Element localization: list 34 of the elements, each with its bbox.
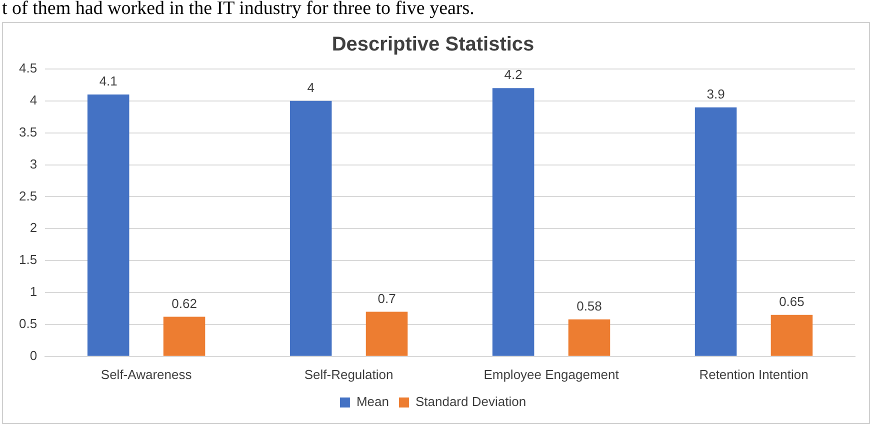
data-label: 0.65 (779, 294, 804, 309)
bar (163, 316, 206, 356)
data-label: 4.1 (99, 74, 118, 89)
x-tick-label: Self-Regulation (304, 366, 394, 382)
data-label: 0.7 (378, 290, 396, 306)
chart-title: Descriptive Statistics (332, 34, 534, 56)
bar (290, 100, 332, 356)
y-tick-label: 3.5 (18, 124, 38, 140)
y-tick-label: 4 (30, 92, 38, 108)
x-tick-label: Employee Engagement (484, 366, 620, 382)
x-tick-label: Self-Awareness (100, 366, 192, 382)
data-label: 3.9 (706, 86, 725, 102)
data-label: 4.2 (504, 67, 522, 82)
y-tick-label: 2.5 (18, 188, 38, 204)
y-tick-label: 2 (30, 220, 38, 236)
text: t of them had worked in the IT industry for three to five years. (1, 0, 476, 21)
y-tick-label: 0 (30, 348, 38, 363)
data-label: 0.62 (172, 296, 197, 311)
y-tick-label: 0.5 (18, 316, 38, 332)
y-tick-label: 1 (30, 284, 38, 300)
bar (770, 314, 813, 356)
y-tick-label: 4.5 (18, 60, 38, 76)
y-tick-label: 3 (30, 156, 38, 172)
data-label: 0.58 (576, 298, 602, 314)
bar (492, 88, 534, 356)
y-tick-label: 1.5 (18, 252, 38, 268)
bar (694, 107, 737, 356)
bar (568, 319, 610, 356)
bar (366, 312, 408, 356)
x-tick-label: Retention Intention (699, 366, 808, 382)
bar (87, 94, 130, 356)
legend-label: Mean (356, 394, 389, 410)
legend-label: Standard Deviation (415, 394, 526, 410)
data-label: 4 (307, 80, 314, 96)
